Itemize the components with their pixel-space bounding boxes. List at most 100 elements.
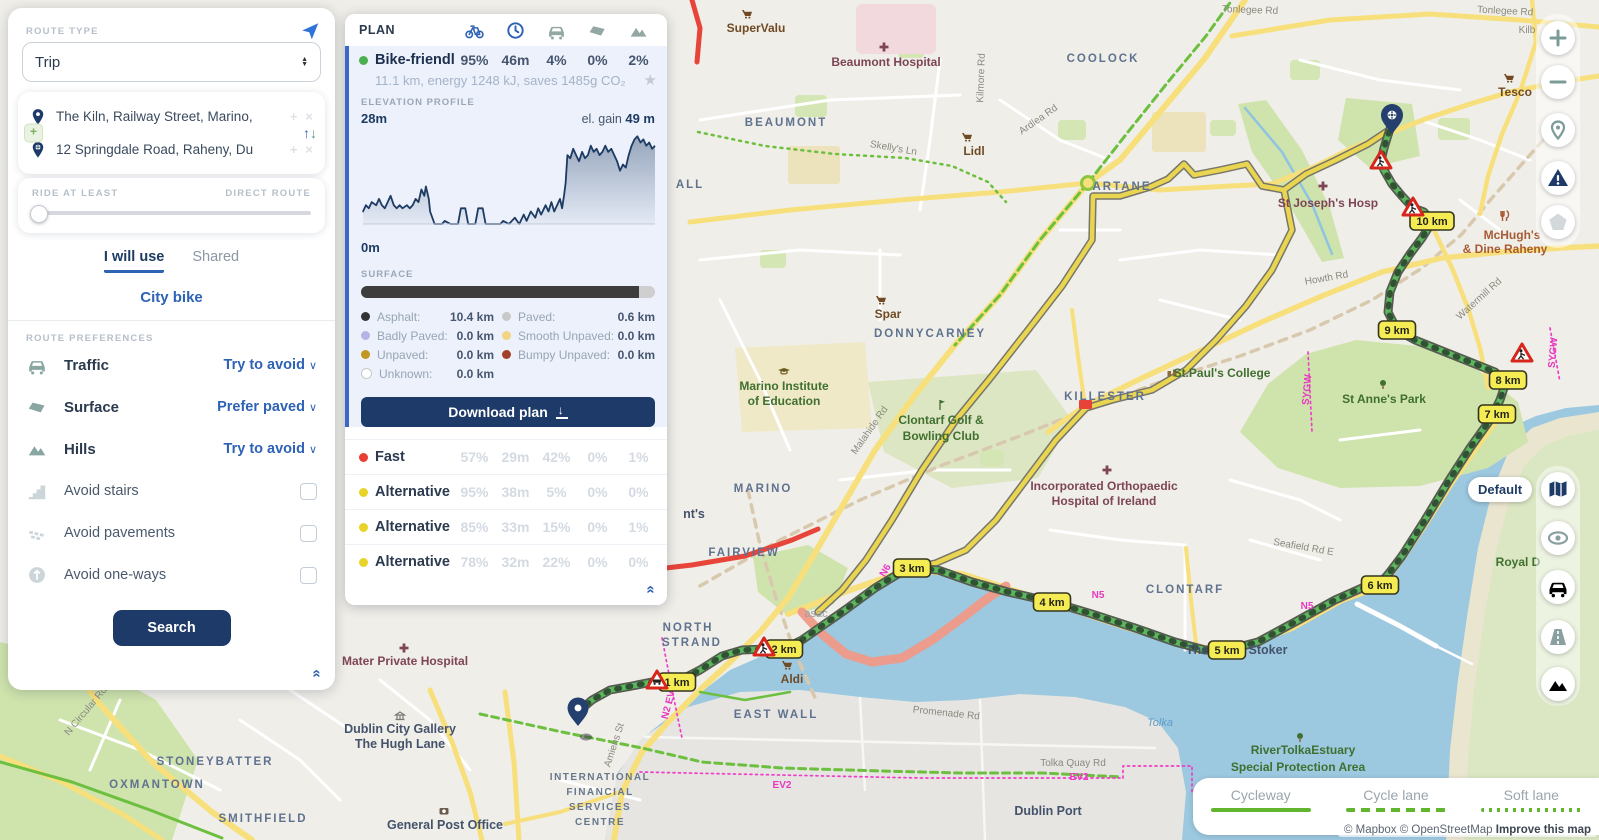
waypoint-remove-icon[interactable]: × <box>305 142 313 157</box>
checkbox[interactable] <box>300 482 317 500</box>
map-label: Aldi <box>781 672 804 686</box>
map-label: FINANCIAL <box>566 787 633 798</box>
legend-item-dotted: Soft lane <box>1481 787 1582 812</box>
map-label: Tonlegee Rd <box>1477 5 1534 19</box>
map-label: SuperValu <box>727 21 786 35</box>
preference-value-dropdown[interactable]: Prefer paved <box>217 399 305 415</box>
car-icon <box>549 26 564 40</box>
surface-legend-item: Unknown: 0.0 km <box>361 364 494 383</box>
map-style-button[interactable] <box>1541 472 1575 506</box>
map-label: CLONTARF <box>1146 584 1224 596</box>
slider-right-label: DIRECT ROUTE <box>225 188 311 199</box>
alternative-route-row[interactable]: Alternative 85% 33m 15% 0% 1% <box>345 509 667 544</box>
sidebar-collapse-chevron-icon[interactable]: « <box>308 669 326 678</box>
area-select-button[interactable] <box>1541 205 1575 239</box>
locate-arrow-icon[interactable] <box>299 20 321 42</box>
waypoint-input[interactable]: The Kiln, Railway Street, Marino, <box>56 109 253 124</box>
surface-bar-segment <box>638 286 655 298</box>
alternative-route-row[interactable]: Alternative 78% 32m 22% 0% 0% <box>345 544 667 579</box>
route-type-label: ROUTE TYPE <box>26 26 99 37</box>
swap-waypoints-button[interactable]: ↑↓ <box>303 125 317 141</box>
favorite-star-icon[interactable]: ★ <box>643 72 657 89</box>
map-label: MARINO <box>734 483 793 495</box>
route-planner-sidebar: ROUTE TYPE Trip ▲ ▼ The Kiln, Railway Str… <box>8 8 335 690</box>
hazard-warning-icon[interactable] <box>752 636 776 657</box>
alternative-route-row[interactable]: Alternative 95% 38m 5% 0% 0% <box>345 474 667 509</box>
svg-text:2 km: 2 km <box>771 644 796 656</box>
city-bike-link[interactable]: City bike <box>140 289 203 306</box>
map-label: SMITHFIELD <box>219 813 308 825</box>
alternative-route-lines[interactable] <box>814 124 1396 616</box>
download-icon <box>555 403 568 419</box>
elevation-chart <box>362 135 656 225</box>
hills-icon <box>630 27 647 37</box>
plan-collapse-chevron-icon[interactable]: « <box>642 585 660 594</box>
hills-icon <box>28 446 46 456</box>
selected-route-section[interactable]: Bike-friendly 95% 46m 4% 0% 2% 11.1 km, ener… <box>345 46 667 427</box>
waypoint-remove-icon[interactable]: × <box>305 109 313 124</box>
plan-column-bike-icon <box>454 20 495 41</box>
map-label: STRAND <box>662 637 722 649</box>
waypoint-row: The Kiln, Railway Street, Marino, + × <box>28 100 317 133</box>
checkbox[interactable] <box>300 566 317 584</box>
warning-icon <box>1548 169 1568 186</box>
destination-pin[interactable] <box>1381 104 1403 134</box>
hazard-warning-icon[interactable] <box>1401 196 1425 217</box>
waypoint-input[interactable]: 12 Springdale Road, Raheny, Du <box>56 142 254 157</box>
hosp-plus-icon <box>879 42 889 52</box>
svg-text:10 km: 10 km <box>1416 216 1447 228</box>
preference-row-surface: Surface Prefer paved ∨ <box>26 386 317 428</box>
tab-shared[interactable]: Shared <box>192 249 240 265</box>
map-label: OXMANTOWN <box>109 779 205 791</box>
preference-value-dropdown[interactable]: Try to avoid <box>223 441 305 457</box>
checkbox[interactable] <box>300 524 317 542</box>
search-button[interactable]: Search <box>112 610 231 646</box>
oneway-icon <box>29 567 45 583</box>
plan-column-hills-icon <box>618 20 659 41</box>
hosp-plus-icon <box>1102 465 1112 475</box>
slider-handle[interactable] <box>30 205 48 223</box>
preference-row-traffic: Traffic Try to avoid ∨ <box>26 344 317 386</box>
surface-icon <box>589 25 605 36</box>
fork-icon <box>1500 210 1510 221</box>
tab-i-will-use[interactable]: I will use <box>103 249 165 273</box>
visibility-button[interactable] <box>1541 521 1575 555</box>
stairs-icon <box>28 485 46 500</box>
map-label: SYGW <box>1547 337 1561 369</box>
map-label: Spar <box>875 307 902 321</box>
roads-layer-button[interactable] <box>1541 620 1575 654</box>
download-plan-button[interactable]: Download plan <box>361 397 655 427</box>
zoom-in-button[interactable] <box>1541 21 1575 55</box>
hazard-warning-icon[interactable] <box>645 669 669 690</box>
map-label: STONEYBATTER <box>157 756 274 768</box>
zoom-out-button[interactable] <box>1541 65 1575 99</box>
location-button[interactable] <box>1541 113 1575 147</box>
waypoint-target-icon[interactable]: + <box>289 142 298 157</box>
directness-slider[interactable] <box>30 205 311 223</box>
alternative-route-row[interactable]: Fast 57% 29m 42% 0% 1% <box>345 439 667 474</box>
hazard-warning-icon[interactable] <box>1369 149 1393 170</box>
preference-value-dropdown[interactable]: Try to avoid <box>223 357 305 373</box>
map-label: St Anne's Park <box>1342 392 1426 406</box>
km-marker: 4 km <box>1032 592 1072 612</box>
cap-icon <box>778 368 790 375</box>
map-label: Special Protection Area <box>1231 760 1366 774</box>
divider <box>8 320 335 321</box>
start-pin[interactable] <box>567 697 589 727</box>
improve-map-link[interactable]: Improve this map <box>1495 824 1591 836</box>
terrain-layer-button[interactable] <box>1541 667 1575 701</box>
route-type-select[interactable]: Trip ▲ ▼ <box>22 42 321 82</box>
map-label: Kilmore Rd <box>975 53 988 103</box>
surface-label: SURFACE <box>361 269 414 280</box>
car-icon <box>29 361 45 375</box>
plan-panel: PLAN Bike-friendly 95% 46m 4% 0% 2% 11.1 km,… <box>345 14 667 605</box>
map-label: ALL <box>676 179 704 191</box>
traffic-layer-button[interactable] <box>1541 570 1575 604</box>
bike-type-tabs: I will use Shared <box>8 249 335 273</box>
hazard-warning-icon[interactable] <box>1510 342 1534 363</box>
chevron-down-icon: ∨ <box>308 401 317 414</box>
hazards-toggle-button[interactable] <box>1541 161 1575 195</box>
waypoint-target-icon[interactable]: + <box>289 109 298 124</box>
add-waypoint-button[interactable]: + <box>24 123 43 143</box>
